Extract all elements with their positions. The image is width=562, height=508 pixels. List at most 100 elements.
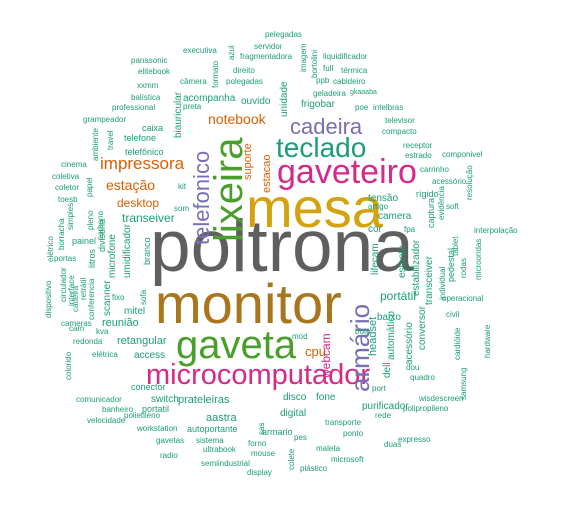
word-termica: térmica	[341, 66, 368, 75]
word-reuniao: reunião	[102, 317, 139, 329]
word-carrinho: carrinho	[420, 165, 449, 174]
word-armario-2: armario	[262, 427, 293, 437]
word-fpa: fpa	[404, 225, 416, 234]
word-retangular: retangular	[117, 335, 167, 347]
word-headset: headset	[367, 316, 379, 356]
word-rede: rede	[375, 411, 392, 420]
word-microcomputador: microcomputador	[146, 359, 371, 391]
word-estrado: estrado	[405, 151, 432, 160]
word-civil: civil	[446, 310, 460, 319]
word-televisor: televisor	[385, 116, 415, 125]
word-resolucao: resolução	[465, 165, 474, 200]
word-rigido: rígido	[416, 189, 439, 199]
word-bote: bote	[355, 327, 371, 336]
word-circulador: circulador	[59, 267, 68, 302]
word-sofa: sofa	[139, 289, 148, 305]
word-polegadas: polegadas	[226, 77, 263, 86]
word-cadeira: cadeira	[290, 114, 363, 139]
word-colete: colete	[287, 448, 296, 470]
word-portatil-2: portatil	[142, 404, 170, 414]
word-estacao: estação	[106, 177, 156, 193]
word-display: display	[247, 468, 272, 477]
word-panasonic: panasonic	[131, 56, 168, 65]
word-teclado: teclado	[276, 132, 367, 163]
word-impressora: impressora	[100, 154, 185, 173]
word-tablet: tablet	[451, 236, 460, 256]
word-bortolini: bortolini	[310, 49, 319, 78]
word-professional: professional	[112, 103, 156, 112]
word-microondas: microondas	[474, 238, 483, 280]
word-umidificador: umidificador	[122, 224, 133, 278]
word-biauricular: biauricular	[173, 91, 184, 138]
word-suporte: suporte	[242, 143, 254, 180]
word-forno: forno	[248, 439, 267, 448]
word-liquidificador: liquidificador	[323, 52, 368, 61]
word-direito: direito	[233, 66, 255, 75]
word-receptor: receptor	[403, 141, 433, 150]
word-portatil: portátil	[380, 289, 417, 303]
word-operacional: operacional	[442, 294, 484, 303]
word-coletiva: coletiva	[52, 172, 80, 181]
word-eletrico: elétrico	[46, 236, 55, 262]
word-cam: cam	[69, 324, 85, 333]
word-workstation: workstation	[137, 424, 178, 433]
word-telefone: telefone	[124, 133, 157, 143]
word-individual: individual	[438, 266, 447, 300]
word-interface: interface	[67, 275, 76, 306]
word-duas: duas	[384, 440, 402, 449]
word-banheiro: banheiro	[102, 405, 134, 414]
word-comunicador: comunicador	[76, 395, 122, 404]
word-transporte: transporte	[325, 418, 362, 427]
word-estante: estante	[397, 245, 408, 278]
word-semiindustrial: semiindustrial	[201, 459, 250, 468]
word-interpolacao: interpolação	[474, 226, 518, 235]
word-rodas: rodas	[459, 257, 468, 278]
word-acompanha: acompanha	[183, 93, 236, 104]
word-sistema: sistema	[196, 436, 224, 445]
word-purificador: purificador	[362, 401, 409, 412]
word-toesb: toesb	[58, 195, 78, 204]
word-hardware: hardware	[483, 324, 492, 358]
word-unidade: unidade	[279, 81, 290, 117]
word-ouvido: ouvido	[241, 96, 271, 107]
word-sas: sas	[257, 422, 266, 435]
word-switch: switch	[151, 394, 179, 405]
word-lifecam: lifecam	[370, 243, 381, 275]
word-fixo: fixo	[112, 293, 125, 302]
word-notebook: notebook	[208, 111, 266, 127]
word-componivel: componivel	[442, 150, 483, 159]
word-elitebook: elitebook	[138, 67, 171, 76]
word-estabilizador: estabilizador	[411, 239, 422, 296]
word-wisdescreen: wisdescreen	[419, 394, 464, 403]
word-port: port	[372, 384, 386, 393]
word-fone: fone	[316, 392, 336, 403]
word-acessorio-2: acessório	[432, 177, 467, 186]
word-preta: preta	[183, 102, 202, 111]
word-kit: kit	[178, 182, 186, 191]
word-intelbras: intelbras	[373, 103, 404, 112]
word-pelegadas: pelegadas	[265, 30, 302, 39]
word-poe: poe	[355, 103, 369, 112]
word-som: som	[174, 204, 190, 213]
word-plastico: plástico	[300, 464, 328, 473]
word-carbono: carbono	[96, 211, 105, 240]
word-disco: disco	[283, 392, 307, 403]
word-geladeira: geladeira	[313, 89, 346, 98]
word-ultrabook: ultrabook	[203, 445, 236, 454]
word-telefonico-2: telefônico	[125, 147, 164, 157]
word-mitel: mitel	[124, 306, 146, 317]
word-desktop: desktop	[117, 196, 160, 210]
word-cardioide: cardióide	[453, 327, 462, 360]
word-gaveta: gaveta	[176, 323, 297, 367]
word-ponto: ponto	[343, 429, 364, 438]
word-dou: dou	[406, 363, 420, 372]
word-estacao-2: estacao	[261, 154, 273, 193]
word-compacto: compacto	[382, 127, 417, 136]
word-cinema: cinema	[61, 160, 87, 169]
word-gavetas: gavetas	[156, 436, 185, 445]
word-litros: litros	[87, 248, 97, 268]
word-ambiente: ambiente	[91, 128, 100, 161]
word-prateleiras: prateleiras	[178, 394, 230, 406]
word-coletor: coletor	[55, 183, 80, 192]
